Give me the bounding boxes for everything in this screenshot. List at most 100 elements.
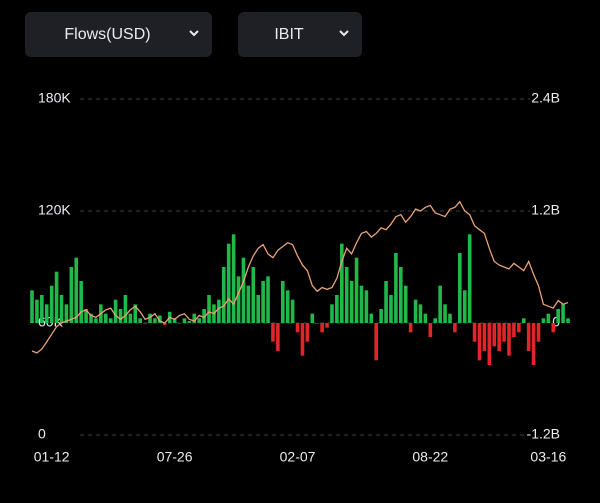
flow-bar [349,281,354,323]
flow-bar [158,315,162,323]
flow-bar [408,323,413,333]
flow-bar [177,323,182,324]
flow-bar [325,323,329,328]
flow-bar [502,323,506,342]
flow-bar [453,323,457,333]
flow-bar [40,295,44,323]
chevron [189,30,199,37]
flow-bar [428,323,433,337]
flow-bar [561,304,565,323]
flow-bar [266,276,270,323]
flow-bar [202,309,206,323]
flow-bar [192,313,197,323]
flow-bar [566,318,570,323]
flow-bar [231,234,236,323]
flow-bar [413,299,418,323]
flow-bar [458,253,462,323]
flow-bar [217,299,221,323]
flow-bar [74,257,79,323]
y2-tick-label: 2.4B [531,90,560,106]
flow-bar [418,304,423,323]
flow-bar [517,323,521,333]
flow-bar [315,323,320,324]
flow-bar [399,267,403,323]
flow-bar [172,318,177,323]
x-tick-label: 08-22 [412,449,448,465]
flow-bar [236,276,241,323]
flow-bar [207,295,211,323]
flow-bar [320,323,324,333]
flow-bar [472,323,477,342]
flow-bar [285,290,290,323]
flow-bar [354,257,359,323]
flow-bar [443,304,447,323]
flow-bar [541,318,546,323]
flow-bar [364,290,369,323]
y-tick-label: 120K [38,202,71,218]
flow-bar [118,309,123,323]
flow-bar [226,243,231,323]
x-tick-label: 07-26 [157,449,193,465]
flow-bar [30,290,34,323]
flow-bar [133,304,138,323]
flow-bar [556,309,560,323]
flow-bar [221,267,226,323]
flow-bar [369,313,374,323]
flow-bar [54,271,59,323]
y-tick-label: 0 [38,426,46,442]
y2-tick-label: 1.2B [531,202,560,218]
flow-bar [89,313,93,323]
flow-bar [379,309,383,323]
flow-bar [448,313,452,323]
price-line [31,200,569,354]
flow-bar [84,309,88,323]
fund-dropdown[interactable]: IBIT [238,12,362,57]
flow-bar [335,295,339,323]
x-tick-label: 03-16 [530,449,566,465]
flow-bar [507,323,511,356]
flow-bar [423,313,428,323]
flow-bar [339,243,344,323]
flow-bar [276,323,280,351]
y-tick-label: 180K [38,90,71,106]
flow-bar [546,313,551,323]
y2-tick-label: 0 [552,314,560,330]
flow-bar [477,323,482,361]
flow-bar [108,318,113,323]
flow-bar [44,304,49,323]
flow-bar [35,299,39,323]
x-tick-label: 01-12 [34,449,70,465]
dropdown-label: Flows(USD) [64,25,151,43]
flow-bar [79,281,83,323]
flow-bar [536,323,541,342]
flow-bar [497,323,501,351]
flow-bar [162,323,167,325]
flow-bar [261,281,265,323]
flow-bar [143,323,147,324]
flow-bar [551,323,556,333]
x-tick-label: 02-07 [280,449,316,465]
flow-bar [187,321,192,323]
dropdown-label: IBIT [274,25,304,43]
flow-bar [531,323,536,365]
flow-bar [462,290,467,323]
flow-bar [241,257,246,323]
flow-bar [271,323,275,342]
flow-bar [300,323,305,356]
flow-bar [389,295,393,323]
flow-bar [492,323,497,347]
flow-bar [59,295,64,323]
flow-bar [305,323,310,342]
flow-bar [482,323,487,351]
flow-bar [251,267,256,323]
flow-bar [256,295,261,323]
flow-bar [359,285,364,323]
flow-bar [197,318,201,323]
flow-bar [153,318,157,323]
flow-bar [344,267,349,323]
flow-bar [138,318,142,323]
flow-bar [128,313,133,323]
metric-dropdown[interactable]: Flows(USD) [25,12,212,57]
flow-bar [310,313,315,323]
